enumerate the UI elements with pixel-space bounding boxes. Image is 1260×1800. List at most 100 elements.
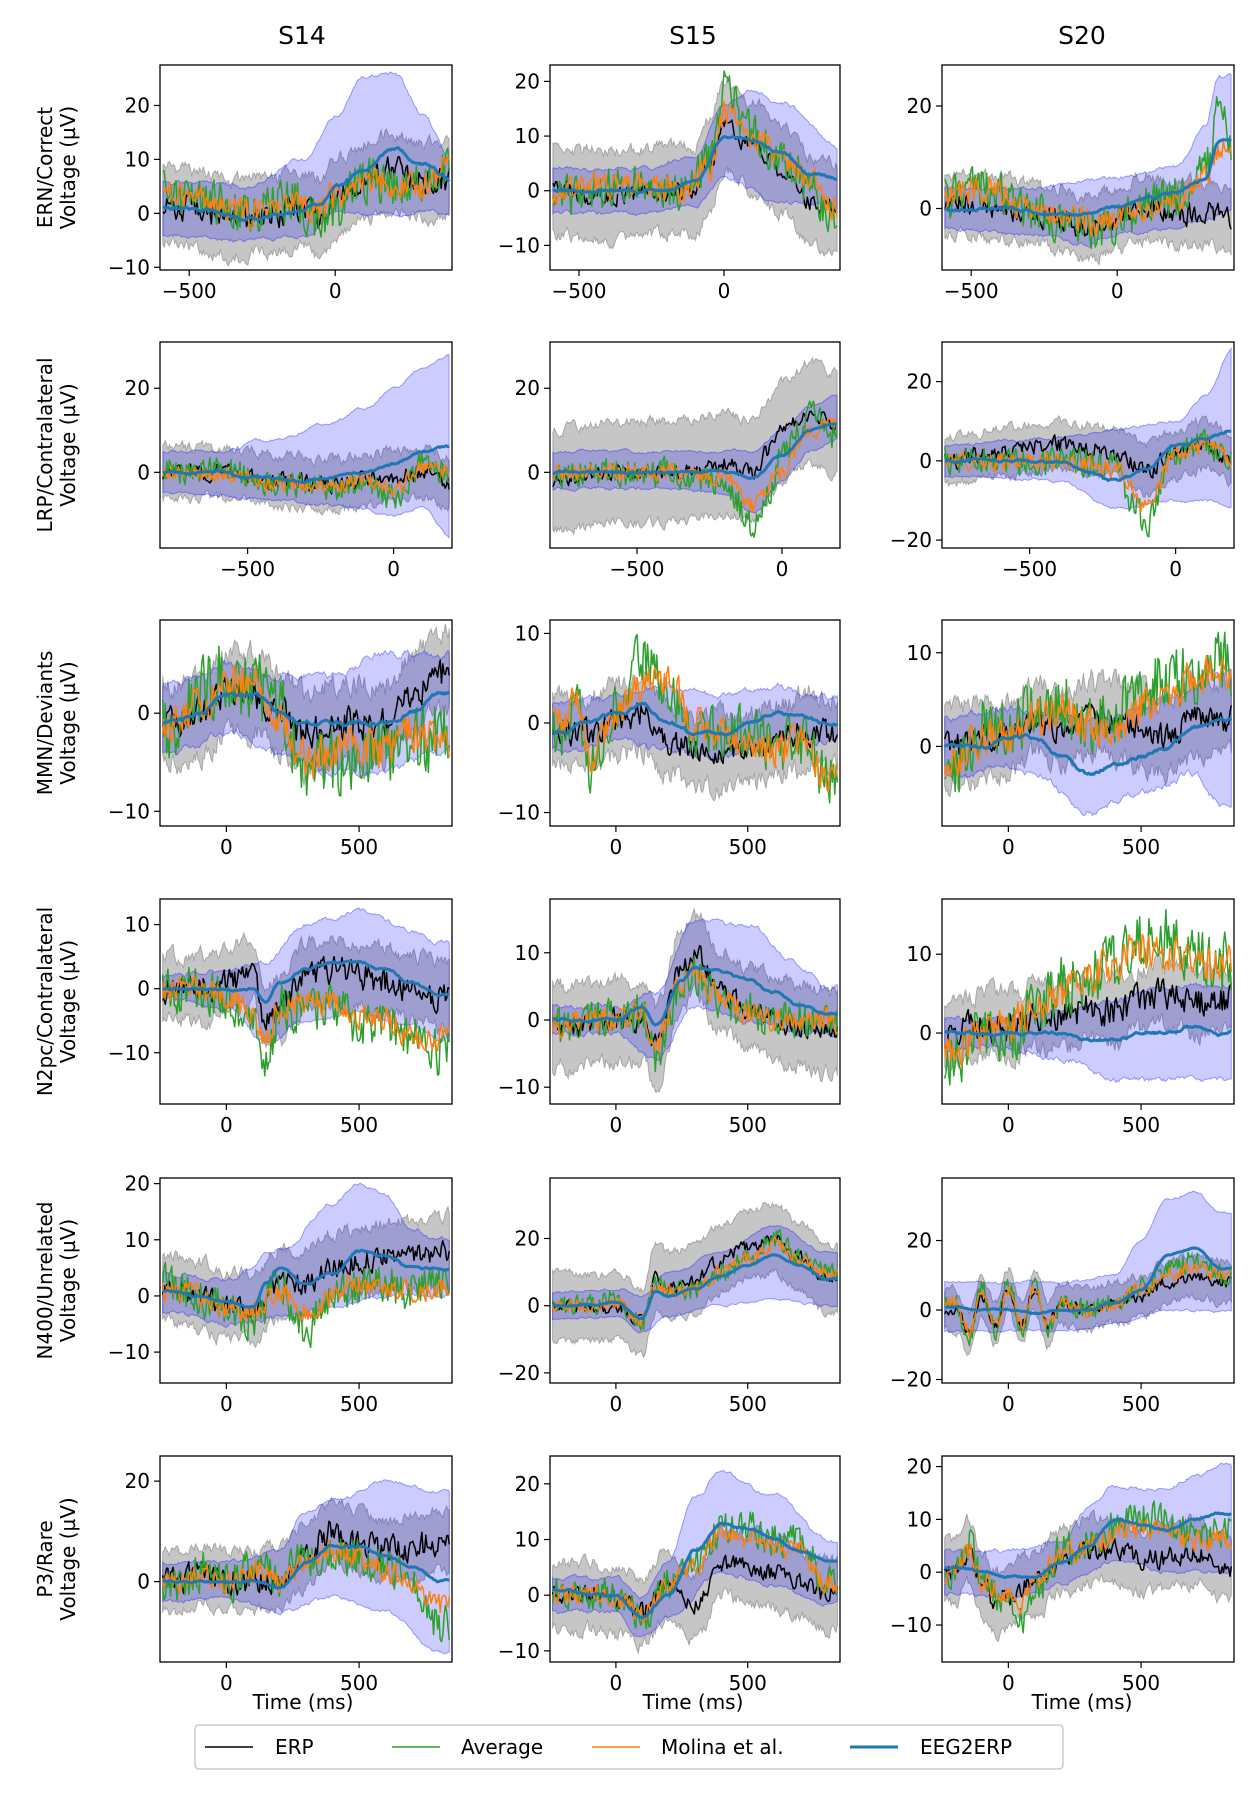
y-tick-label: 20 bbox=[515, 1226, 540, 1250]
axes-frame bbox=[159, 341, 453, 549]
y-axis-label: ERN/CorrectVoltage (µV) bbox=[33, 106, 80, 229]
series-erp bbox=[944, 434, 1232, 479]
series-eeg2erp bbox=[551, 965, 838, 1027]
x-tick-label: 0 bbox=[1002, 835, 1015, 859]
axes-frame bbox=[549, 1455, 841, 1663]
y-tick-label: 10 bbox=[515, 941, 540, 965]
plot-area bbox=[161, 1182, 451, 1349]
erp-band bbox=[552, 906, 838, 1093]
x-tick-label: 0 bbox=[220, 1392, 233, 1416]
x-tick-label: 0 bbox=[220, 1671, 233, 1695]
x-tick-label: 0 bbox=[610, 1671, 623, 1695]
x-tick-label: 0 bbox=[329, 279, 342, 303]
series-erp bbox=[551, 1554, 839, 1618]
series-molina-et-al bbox=[944, 436, 1232, 513]
x-tick-label: −500 bbox=[944, 279, 999, 303]
series-eeg2erp bbox=[552, 421, 838, 480]
series-molina-et-al bbox=[551, 964, 839, 1054]
plot-area bbox=[551, 906, 839, 1093]
x-tick-label: 500 bbox=[1122, 1113, 1160, 1137]
erp-band bbox=[552, 1523, 838, 1656]
column-title-1: S15 bbox=[669, 21, 717, 50]
x-tick-label: 0 bbox=[1002, 1392, 1015, 1416]
panel-1-1: −500 0 0 20 bbox=[515, 341, 841, 581]
y-tick-label: 20 bbox=[515, 69, 540, 93]
x-tick-label: −500 bbox=[220, 557, 275, 581]
axes-frame bbox=[941, 1455, 1235, 1663]
column-title-2: S20 bbox=[1058, 21, 1106, 50]
y-tick-label: 20 bbox=[907, 1455, 932, 1479]
axes-frame bbox=[159, 619, 453, 827]
series-erp bbox=[944, 1538, 1233, 1610]
panel-5-2: 0 500 −10 0 10 20 bbox=[890, 1455, 1235, 1695]
y-tick-label: 10 bbox=[515, 1528, 540, 1552]
series-eeg2erp bbox=[162, 444, 450, 485]
axes-frame bbox=[941, 1177, 1235, 1384]
plot-area bbox=[551, 70, 838, 258]
y-tick-label: 20 bbox=[125, 376, 150, 400]
series-eeg2erp bbox=[161, 1543, 451, 1590]
erp-band bbox=[944, 952, 1232, 1073]
series-molina-et-al bbox=[552, 100, 838, 221]
y-tick-label: 0 bbox=[919, 734, 932, 758]
erp-band bbox=[944, 1509, 1232, 1643]
y-tick-label: 10 bbox=[907, 942, 932, 966]
y-tick-label: 20 bbox=[125, 1469, 150, 1493]
y-tick-label: −20 bbox=[498, 1361, 540, 1385]
axes-frame bbox=[941, 64, 1235, 271]
y-tick-label: 0 bbox=[527, 711, 540, 735]
panel-4-2: 0 500 −20 0 20 bbox=[890, 1177, 1235, 1416]
y-axis-label: P3/RareVoltage (µV) bbox=[33, 1497, 80, 1620]
series-molina-et-al bbox=[162, 461, 450, 497]
axes-frame bbox=[549, 898, 841, 1105]
column-title-0: S14 bbox=[278, 21, 326, 50]
series-eeg2erp bbox=[551, 135, 838, 195]
panel-3-0: 0 500 −10 0 10 N2pc/ContralateralVoltage (µV) bbox=[33, 898, 453, 1137]
y-tick-label: −10 bbox=[498, 1639, 540, 1663]
series-molina-et-al bbox=[551, 665, 839, 794]
y-axis-label: LRP/ContralateralVoltage (µV) bbox=[33, 357, 80, 532]
plot-area bbox=[161, 907, 451, 1077]
series-eeg2erp bbox=[161, 691, 451, 728]
x-tick-label: 500 bbox=[340, 835, 378, 859]
y-axis-label: MMN/DeviantsVoltage (µV) bbox=[33, 651, 80, 796]
y-tick-label: 20 bbox=[907, 1229, 932, 1253]
panel-4-0: 0 500 −10 0 10 20 N400/UnrelatedVoltage (µV) bbox=[33, 1172, 453, 1416]
axes-frame bbox=[159, 1455, 453, 1663]
x-axis-labels: Time (ms) Time (ms) Time (ms) bbox=[252, 1690, 1133, 1714]
panel-0-0: −500 0 −10 0 10 20 ERN/CorrectVoltage (µV) bbox=[33, 64, 453, 303]
y-tick-label: 0 bbox=[919, 197, 932, 221]
eeg2erp-band bbox=[944, 346, 1232, 510]
y-tick-label: 20 bbox=[125, 1172, 150, 1196]
y-tick-label: 20 bbox=[907, 94, 932, 118]
y-tick-label: −10 bbox=[890, 1613, 932, 1637]
panel-0-1: −500 0 −10 0 10 20 bbox=[498, 64, 841, 303]
y-tick-label: −20 bbox=[890, 528, 932, 552]
x-tick-label: 500 bbox=[1122, 1671, 1160, 1695]
y-tick-label: −10 bbox=[108, 1041, 150, 1065]
x-tick-label: 500 bbox=[729, 1113, 767, 1137]
x-tick-label: 0 bbox=[610, 1113, 623, 1137]
erp-band bbox=[162, 931, 450, 1049]
y-tick-label: 0 bbox=[919, 1298, 932, 1322]
x-tick-label: 0 bbox=[610, 835, 623, 859]
x-tick-label: 500 bbox=[340, 1392, 378, 1416]
panel-5-0: 0 500 0 20 P3/RareVoltage (µV) bbox=[33, 1455, 453, 1695]
x-tick-label: 0 bbox=[1002, 1113, 1015, 1137]
series-erp bbox=[161, 659, 451, 749]
series-average bbox=[551, 1511, 838, 1630]
series-eeg2erp bbox=[162, 959, 450, 1004]
x-axis-label-1: Time (ms) bbox=[642, 1690, 744, 1714]
erp-band bbox=[944, 668, 1232, 798]
plot-area bbox=[943, 631, 1233, 817]
panel-4-1: 0 500 −20 0 20 bbox=[498, 1177, 841, 1416]
panel-1-2: −500 0 −20 0 20 bbox=[890, 341, 1235, 581]
plot-area bbox=[551, 633, 839, 804]
y-tick-label: 10 bbox=[515, 621, 540, 645]
legend: ERP Average Molina et al. EEG2ERP bbox=[194, 1724, 1064, 1770]
x-tick-label: 500 bbox=[340, 1113, 378, 1137]
series-erp bbox=[943, 702, 1233, 755]
y-tick-label: 0 bbox=[137, 1284, 150, 1308]
